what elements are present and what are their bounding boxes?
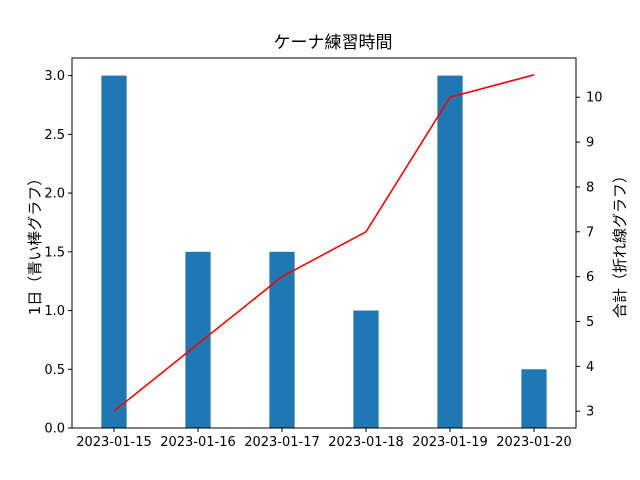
right-y-tick-label: 9 [586, 136, 594, 151]
bar [521, 369, 547, 428]
x-tick-label: 2023-01-17 [244, 435, 320, 450]
total-line [113, 74, 535, 412]
left-y-tick-label: 1.0 [44, 304, 65, 319]
left-y-tick-label: 1.5 [44, 245, 65, 260]
left-y-tick-label: 2.0 [44, 187, 65, 202]
left-axis-label: 1日（青い棒グラフ） [26, 171, 44, 316]
bar [353, 310, 379, 428]
right-axis-label: 合計（折れ線グラフ） [611, 168, 629, 318]
x-tick-label: 2023-01-16 [160, 435, 236, 450]
right-y-tick-label: 10 [586, 91, 603, 106]
right-y-tick-label: 4 [586, 360, 594, 375]
bar [269, 251, 295, 428]
bar [101, 75, 127, 428]
x-tick-label: 2023-01-18 [328, 435, 404, 450]
x-tick-label: 2023-01-20 [496, 435, 572, 450]
left-y-tick-label: 2.5 [44, 128, 65, 143]
right-y-tick-label: 7 [586, 225, 594, 240]
bar [185, 251, 211, 428]
chart-title: ケーナ練習時間 [274, 33, 393, 53]
right-y-tick-label: 5 [586, 315, 594, 330]
right-y-tick-label: 3 [586, 405, 594, 420]
right-y-tick-label: 8 [586, 180, 594, 195]
left-y-tick-label: 0.0 [44, 422, 65, 437]
bar [437, 75, 463, 428]
right-y-tick-label: 6 [586, 270, 594, 285]
x-tick-label: 2023-01-19 [412, 435, 488, 450]
plot-frame [71, 57, 577, 429]
x-tick-label: 2023-01-15 [76, 435, 152, 450]
left-y-tick-label: 0.5 [44, 363, 65, 378]
left-y-tick-label: 3.0 [44, 69, 65, 84]
